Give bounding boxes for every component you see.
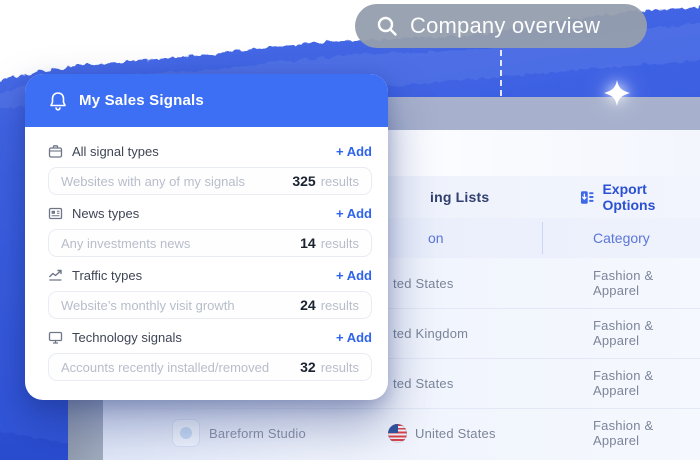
company-name: Bareform Studio (209, 425, 306, 441)
location-text: United States (415, 425, 496, 441)
briefcase-icon (48, 144, 63, 159)
category-cell: Fashion & Apparel (593, 418, 654, 448)
signal-result-field[interactable]: Any investments news 14 results (48, 229, 372, 257)
search-pill-label: Company overview (410, 13, 601, 38)
bell-icon (50, 91, 66, 111)
signal-count-suffix: results (320, 235, 359, 251)
dashed-connector-line (500, 50, 502, 96)
card-header: My Sales Signals (25, 74, 388, 127)
card-body: All signal types + Add Websites with any… (25, 127, 388, 381)
table-row[interactable]: ted States Fashion & Apparel (103, 258, 700, 309)
signal-count: 24 (300, 297, 316, 313)
signal-count-suffix: results (320, 359, 359, 375)
signal-description: Any investments news (61, 235, 191, 251)
export-options-label: Export Options (602, 181, 656, 213)
sales-signals-card: My Sales Signals All signal types + Add … (25, 74, 388, 400)
category-cell: Fashion & Apparel (593, 368, 654, 398)
signal-group-technology: Technology signals + Add Accounts recent… (48, 329, 372, 381)
signal-label: All signal types (72, 143, 159, 159)
company-logo (172, 419, 200, 447)
location-cell: ted Kingdom (393, 325, 469, 341)
search-icon (377, 16, 397, 36)
signal-count: 325 (292, 173, 316, 189)
column-divider (542, 222, 543, 254)
table-row[interactable]: ted Kingdom Fashion & Apparel (103, 308, 700, 359)
sparkle-icon (604, 80, 630, 106)
tab-lists-fragment[interactable]: ing Lists (430, 189, 490, 205)
add-signal-button[interactable]: + Add (336, 267, 372, 283)
table-row[interactable]: ted States Fashion & Apparel (103, 358, 700, 409)
signal-group-news: News types + Add Any investments news 14… (48, 205, 372, 257)
signal-count: 14 (300, 235, 316, 251)
signal-result-field[interactable]: Accounts recently installed/removed 32 r… (48, 353, 372, 381)
signal-result-field[interactable]: Websites with any of my signals 325 resu… (48, 167, 372, 195)
add-signal-button[interactable]: + Add (336, 143, 372, 159)
card-title: My Sales Signals (79, 92, 204, 109)
signal-label: Traffic types (72, 267, 143, 283)
category-cell: Fashion & Apparel (593, 268, 654, 298)
signal-label: Technology signals (72, 329, 182, 345)
monitor-icon (48, 330, 63, 345)
signal-count: 32 (300, 359, 316, 375)
traffic-icon (48, 268, 63, 283)
company-cell: Bareform Studio (172, 408, 306, 458)
signal-count-suffix: results (320, 173, 359, 189)
export-icon (580, 190, 594, 204)
location-cell: ted States (393, 375, 454, 391)
signal-label: News types (72, 205, 140, 221)
signal-description: Accounts recently installed/removed (61, 359, 270, 375)
location-cell: ted States (393, 275, 454, 291)
news-icon (48, 206, 63, 221)
location-cell: United States (388, 408, 496, 458)
us-flag-icon (388, 423, 407, 443)
signal-result-field[interactable]: Website’s monthly visit growth 24 result… (48, 291, 372, 319)
add-signal-button[interactable]: + Add (336, 205, 372, 221)
export-options-button[interactable]: Export Options (580, 176, 700, 218)
signal-group-all: All signal types + Add Websites with any… (48, 143, 372, 195)
company-overview-search-pill[interactable]: Company overview (355, 4, 647, 48)
table-row[interactable]: Bareform Studio United States Fashion & … (103, 408, 700, 458)
signal-description: Websites with any of my signals (61, 173, 245, 189)
category-cell: Fashion & Apparel (593, 318, 654, 348)
column-location-fragment: on (428, 230, 444, 246)
signal-description: Website’s monthly visit growth (61, 297, 235, 313)
add-signal-button[interactable]: + Add (336, 329, 372, 345)
signal-group-traffic: Traffic types + Add Website’s monthly vi… (48, 267, 372, 319)
column-category: Category (593, 230, 650, 246)
signal-count-suffix: results (320, 297, 359, 313)
